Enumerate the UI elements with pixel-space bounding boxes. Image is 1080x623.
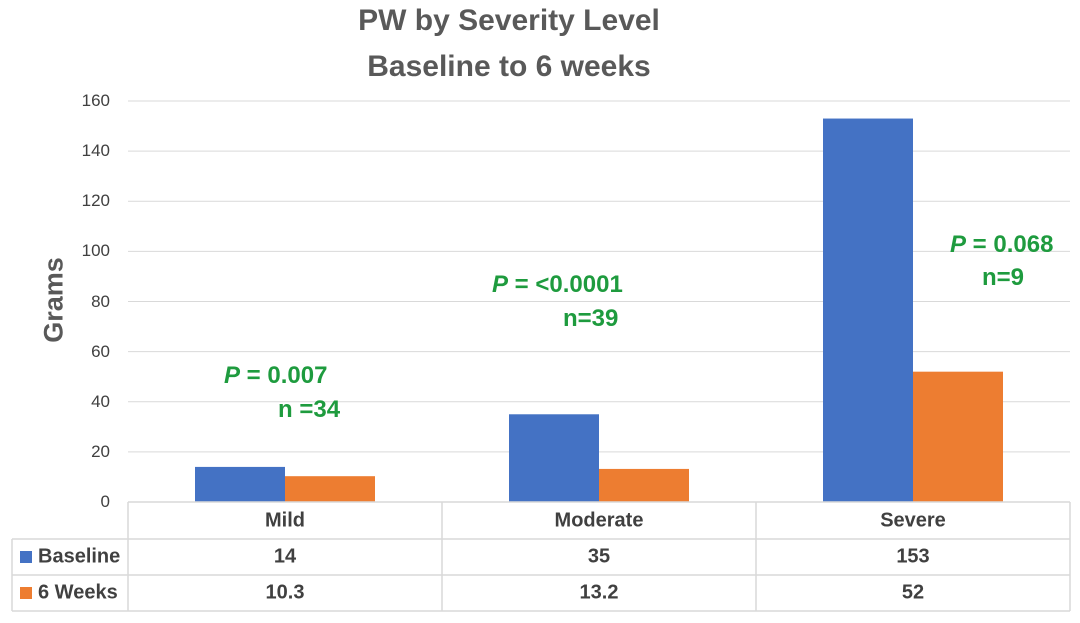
legend-key — [20, 587, 32, 599]
bar-severe-6-weeks — [913, 371, 1003, 502]
y-tick-label: 160 — [81, 91, 110, 110]
x-tick-label: Mild — [265, 509, 305, 531]
y-tick-label: 20 — [91, 441, 110, 461]
bar-moderate-baseline — [509, 414, 599, 502]
y-tick-label: 40 — [91, 391, 110, 411]
data-label: 14 — [273, 545, 297, 568]
annotation-mild-p: P = 0.007 — [224, 362, 328, 389]
y-tick-label: 80 — [91, 291, 110, 311]
data-label: 13.2 — [579, 581, 619, 604]
legend-series-name: 6 Weeks — [38, 581, 118, 604]
x-tick-label: Severe — [880, 509, 946, 531]
y-tick-label: 0 — [100, 492, 110, 511]
annotation-mild-n: n =34 — [278, 396, 341, 423]
y-tick-label: 120 — [81, 191, 110, 211]
bar-moderate-6-weeks — [599, 468, 689, 502]
chart-subtitle: Baseline to 6 weeks — [367, 50, 651, 83]
legend-series-name: Baseline — [38, 545, 121, 568]
bar-mild-baseline — [195, 466, 285, 502]
x-tick-label: Moderate — [554, 509, 644, 531]
data-label: 52 — [901, 581, 925, 604]
annotation-moderate-p: P = <0.0001 — [492, 271, 623, 298]
data-label: 35 — [587, 545, 611, 568]
annotation-severe-p: P = 0.068 — [950, 231, 1054, 258]
annotation-severe-n: n=9 — [982, 264, 1025, 291]
annotation-moderate-n: n=39 — [563, 305, 619, 332]
bar-mild-6-weeks — [285, 476, 375, 502]
data-label: 153 — [896, 545, 930, 568]
y-tick-label: 100 — [81, 241, 110, 261]
legend-key — [20, 551, 32, 563]
y-tick-label: 140 — [81, 141, 110, 161]
chart-title: PW by Severity Level — [358, 4, 660, 37]
bar-severe-baseline — [823, 118, 913, 502]
data-label: 10.3 — [265, 581, 305, 604]
y-tick-label: 60 — [91, 341, 110, 361]
